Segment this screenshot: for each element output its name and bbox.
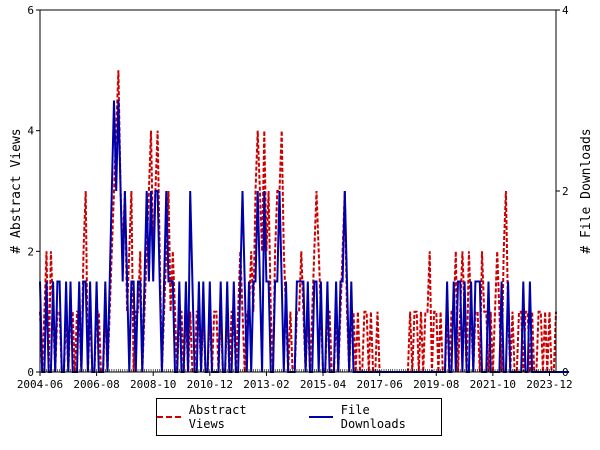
y-axis-right-label: # File Downloads xyxy=(579,128,594,253)
x-tick-label: 2015-04 xyxy=(300,378,347,391)
y-right-tick-label: 2 xyxy=(562,185,569,198)
x-tick-label: 2013-02 xyxy=(243,378,289,391)
x-tick-label: 2006-08 xyxy=(73,378,119,391)
x-tick-label: 2019-08 xyxy=(413,378,459,391)
y-left-tick-label: 0 xyxy=(27,366,34,379)
x-tick-label: 2010-12 xyxy=(187,378,233,391)
y-left-tick-label: 6 xyxy=(27,4,34,17)
legend-item-abstract-views: Abstract Views xyxy=(157,403,289,431)
chart-legend: Abstract Views File Downloads xyxy=(156,398,442,436)
x-tick-label: 2017-06 xyxy=(356,378,402,391)
legend-item-file-downloads: File Downloads xyxy=(309,403,441,431)
series-line-file-downloads xyxy=(39,100,570,373)
x-tick-label: 2021-10 xyxy=(470,378,516,391)
y-left-tick-label: 2 xyxy=(27,245,34,258)
y-left-tick-label: 4 xyxy=(27,125,34,138)
x-tick-label: 2023-12 xyxy=(526,378,572,391)
y-right-tick-label: 4 xyxy=(562,4,569,17)
legend-swatch-abstract-views xyxy=(157,416,181,418)
legend-swatch-file-downloads xyxy=(309,416,333,418)
x-tick-label: 2004-06 xyxy=(17,378,63,391)
legend-label-file-downloads: File Downloads xyxy=(340,403,406,431)
x-tick-label: 2008-10 xyxy=(130,378,176,391)
y-right-tick-label: 0 xyxy=(562,366,569,379)
series-line-abstract-views xyxy=(39,70,557,373)
y-axis-left-label: # Abstract Views xyxy=(9,128,24,253)
plot-frame xyxy=(39,9,557,373)
legend-label-abstract-views: Abstract Views xyxy=(188,403,247,431)
